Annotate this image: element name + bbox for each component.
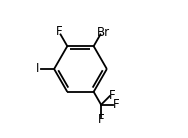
Text: I: I	[36, 63, 39, 75]
Text: F: F	[109, 89, 116, 102]
Text: F: F	[113, 98, 120, 111]
Text: F: F	[98, 113, 104, 126]
Text: Br: Br	[96, 26, 110, 39]
Text: F: F	[55, 25, 62, 38]
